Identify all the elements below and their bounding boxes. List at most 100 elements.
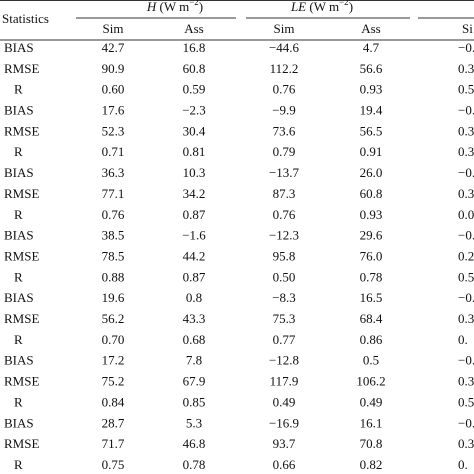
cell: 0.79: [273, 144, 296, 159]
row-label: R: [14, 457, 23, 472]
cell: 17.6: [102, 103, 125, 118]
cell: 0.85: [183, 394, 206, 409]
symbol: LE: [290, 0, 306, 14]
sub-header: Ass: [361, 21, 381, 36]
cell: −2.3: [182, 103, 206, 118]
cell: 7.8: [186, 353, 202, 368]
cell: 19.4: [360, 103, 383, 118]
row-label: RMSE: [4, 248, 39, 263]
cell: 73.6: [273, 123, 296, 138]
exponent: −2: [189, 0, 199, 7]
cell: 16.1: [360, 415, 383, 430]
cell: 42.7: [102, 40, 125, 55]
cell: 0.49: [273, 394, 296, 409]
cell: 0.5: [458, 394, 474, 409]
cell: 0.60: [102, 82, 125, 97]
cell: 90.9: [102, 61, 125, 76]
cell: 75.3: [273, 311, 296, 326]
sub-header: Si: [462, 21, 473, 36]
cell: 0.87: [183, 269, 206, 284]
cell: 112.2: [270, 61, 299, 76]
cell: 0.70: [102, 332, 125, 347]
cell: 0.59: [183, 82, 206, 97]
cell: 46.8: [183, 436, 206, 451]
cell: −0.: [458, 228, 474, 243]
cell: 77.1: [102, 186, 125, 201]
row-label: BIAS: [4, 103, 34, 118]
cell: 0.3: [458, 436, 474, 451]
cell: 0.78: [183, 457, 206, 472]
row-label: RMSE: [4, 436, 39, 451]
cell: 44.2: [183, 248, 206, 263]
cell: −12.8: [269, 353, 299, 368]
cell: 0.3: [458, 123, 474, 138]
cell: 0.8: [186, 290, 202, 305]
cell: 0.3: [458, 311, 474, 326]
cell: 0.5: [458, 269, 474, 284]
row-label: RMSE: [4, 123, 39, 138]
cell: 0.82: [360, 457, 383, 472]
cell: 56.6: [360, 61, 383, 76]
cell: 68.4: [360, 311, 383, 326]
cell: −0.: [458, 103, 474, 118]
cell: 0.66: [273, 457, 296, 472]
cell: 0.78: [360, 269, 383, 284]
cell: 70.8: [360, 436, 383, 451]
close: ): [349, 0, 353, 14]
cell: 117.9: [270, 374, 299, 389]
cell: 26.0: [360, 165, 383, 180]
row-label: BIAS: [4, 40, 34, 55]
cell: 0.3: [458, 186, 474, 201]
cell: 0.3: [458, 61, 474, 76]
cell: 87.3: [273, 186, 296, 201]
cell: 0.68: [183, 332, 206, 347]
cell: 34.2: [183, 186, 206, 201]
row-label: BIAS: [4, 228, 34, 243]
cell: −0.: [458, 353, 474, 368]
unit: (W m: [309, 0, 339, 14]
stat-header: Statistics: [2, 11, 49, 26]
cell: −44.6: [269, 40, 300, 55]
cell: 0.87: [183, 207, 206, 222]
row-label: R: [14, 82, 23, 97]
cell: 0.: [458, 332, 468, 347]
cell: 28.7: [102, 415, 125, 430]
cell: −0.: [458, 290, 474, 305]
cell: 0.81: [183, 144, 206, 159]
cell: 0.76: [102, 207, 125, 222]
exponent: −2: [339, 0, 349, 7]
cell: 43.3: [183, 311, 206, 326]
cell: 0.5: [458, 82, 474, 97]
row-label: BIAS: [4, 415, 34, 430]
cell: 10.3: [183, 165, 206, 180]
cell: −1.6: [182, 228, 206, 243]
cell: −8.3: [272, 290, 296, 305]
cell: 0.93: [360, 207, 383, 222]
sub-header: Sim: [103, 21, 124, 36]
row-label: RMSE: [4, 61, 39, 76]
cell: 30.4: [183, 123, 206, 138]
cell: 78.5: [102, 248, 125, 263]
cell: −12.3: [269, 228, 299, 243]
cell: 38.5: [102, 228, 125, 243]
cell: 5.3: [186, 415, 202, 430]
cell: 0.3: [458, 374, 474, 389]
group-header: LE (W m−2): [290, 0, 353, 14]
cell: 16.5: [360, 290, 383, 305]
cell: 0.50: [273, 269, 296, 284]
cell: 19.6: [102, 290, 125, 305]
cell: 0.76: [273, 207, 296, 222]
cell: −0.: [458, 165, 474, 180]
cell: 93.7: [273, 436, 296, 451]
cell: 95.8: [273, 248, 296, 263]
cell: 16.8: [183, 40, 206, 55]
row-label: R: [14, 207, 23, 222]
cell: 0.75: [102, 457, 125, 472]
unit: (W m: [159, 0, 189, 14]
cell: 0.: [458, 457, 468, 472]
cell: 4.7: [363, 40, 380, 55]
cell: 106.2: [356, 374, 385, 389]
cell: 0.3: [458, 144, 474, 159]
cell: 0.71: [102, 144, 125, 159]
cell: 75.2: [102, 374, 125, 389]
